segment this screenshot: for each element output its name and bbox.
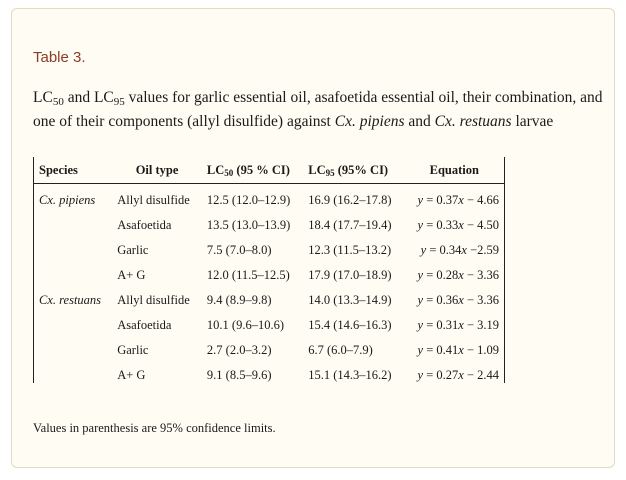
- equation-cell: y = 0.41x − 1.09: [417, 343, 500, 357]
- equation-cell: y = 0.31x − 3.19: [417, 318, 500, 332]
- species-cell: [34, 363, 112, 388]
- header-lc95: LC95 (95% CI): [303, 157, 405, 184]
- oil-type-cell: Allyl disulfide: [117, 193, 190, 207]
- oil-type-cell: Allyl disulfide: [117, 293, 190, 307]
- table-row: Cx. pipiens Allyl disulfide 12.5 (12.0–12.…: [34, 184, 504, 214]
- table-footnote: Values in parenthesis are 95% confidence…: [33, 421, 276, 435]
- equation-cell: y = 0.36x − 3.36: [417, 293, 500, 307]
- equation-cell: y = 0.37x − 4.66: [417, 193, 500, 207]
- lc95-cell: 6.7 (6.0–7.9): [308, 343, 373, 357]
- oil-type-cell: A+ G: [117, 368, 146, 382]
- table-row: A+ G 9.1 (8.5–9.6) 15.1 (14.3–16.2) y = 0.2…: [34, 363, 504, 388]
- species-cell: Cx. pipiens: [39, 193, 96, 207]
- header-oil-type: Oil type: [112, 157, 202, 184]
- oil-type-cell: Asafoetida: [117, 218, 172, 232]
- table-panel: Table 3. LC50 and LC95 values for garlic…: [11, 8, 615, 468]
- oil-type-cell: Garlic: [117, 343, 149, 357]
- lc50-cell: 13.5 (13.0–13.9): [206, 218, 291, 232]
- table-label: Table 3.: [33, 49, 86, 66]
- lc50-cell: 9.1 (8.5–9.6): [206, 368, 272, 382]
- species-cell: [34, 238, 112, 263]
- header-equation: Equation: [404, 157, 504, 184]
- table-row: Asafoetida 10.1 (9.6–10.6) 15.4 (14.6–16.3…: [34, 313, 504, 338]
- lc50-cell: 10.1 (9.6–10.6): [206, 318, 284, 332]
- lc95-cell: 14.0 (13.3–14.9): [308, 293, 392, 307]
- table-row: A+ G 12.0 (11.5–12.5) 17.9 (17.0–18.9) y = …: [34, 263, 504, 288]
- lc95-cell: 16.9 (16.2–17.8): [308, 193, 392, 207]
- oil-type-cell: Garlic: [117, 243, 149, 257]
- oil-type-cell: Asafoetida: [117, 318, 172, 332]
- table-row: Garlic 7.5 (7.0–8.0) 12.3 (11.5–13.2) y = 0…: [34, 238, 504, 263]
- lc95-cell: 18.4 (17.7–19.4): [308, 218, 392, 232]
- table-row: Asafoetida 13.5 (13.0–13.9) 18.4 (17.7–19.…: [34, 213, 504, 238]
- oil-type-cell: A+ G: [117, 268, 146, 282]
- lc50-cell: 12.0 (11.5–12.5): [206, 268, 290, 282]
- lc95-cell: 12.3 (11.5–13.2): [308, 243, 392, 257]
- lc50-cell: 9.4 (8.9–9.8): [206, 293, 272, 307]
- table-row: Cx. restuans Allyl disulfide 9.4 (8.9–9.8)…: [34, 288, 504, 313]
- table-body: Cx. pipiens Allyl disulfide 12.5 (12.0–12.…: [34, 184, 504, 389]
- caption-species-pipiens: Cx. pipiens: [334, 113, 405, 130]
- header-lc50: LC50 (95 % CI): [201, 157, 304, 184]
- lc50-cell: 7.5 (7.0–8.0): [206, 243, 272, 257]
- table-row: Garlic 2.7 (2.0–3.2) 6.7 (6.0–7.9) y = 0.41…: [34, 338, 504, 363]
- species-cell: Cx. restuans: [39, 293, 102, 307]
- species-cell: [34, 263, 112, 288]
- equation-cell: y = 0.34x −2.59: [420, 243, 499, 257]
- species-cell: [34, 213, 112, 238]
- lc95-cell: 17.9 (17.0–18.9): [308, 268, 392, 282]
- species-cell: [34, 338, 112, 363]
- table-caption: LC50 and LC95 values for garlic essentia…: [33, 89, 603, 130]
- lc95-cell: 15.1 (14.3–16.2): [308, 368, 392, 382]
- equation-cell: y = 0.28x − 3.36: [417, 268, 500, 282]
- data-table-wrapper: Species Oil type LC50 (95 % CI) LC95 (95…: [33, 157, 505, 383]
- lc50-cell: 12.5 (12.0–12.9): [206, 193, 291, 207]
- lc95-cell: 15.4 (14.6–16.3): [308, 318, 392, 332]
- equation-cell: y = 0.33x − 4.50: [417, 218, 500, 232]
- table-header-row: Species Oil type LC50 (95 % CI) LC95 (95…: [34, 157, 504, 184]
- species-cell: [34, 313, 112, 338]
- lc50-cell: 2.7 (2.0–3.2): [206, 343, 272, 357]
- data-table: Species Oil type LC50 (95 % CI) LC95 (95…: [34, 157, 504, 388]
- caption-species-restuans: Cx. restuans: [434, 113, 512, 130]
- header-species: Species: [34, 157, 113, 184]
- equation-cell: y = 0.27x − 2.44: [417, 368, 500, 382]
